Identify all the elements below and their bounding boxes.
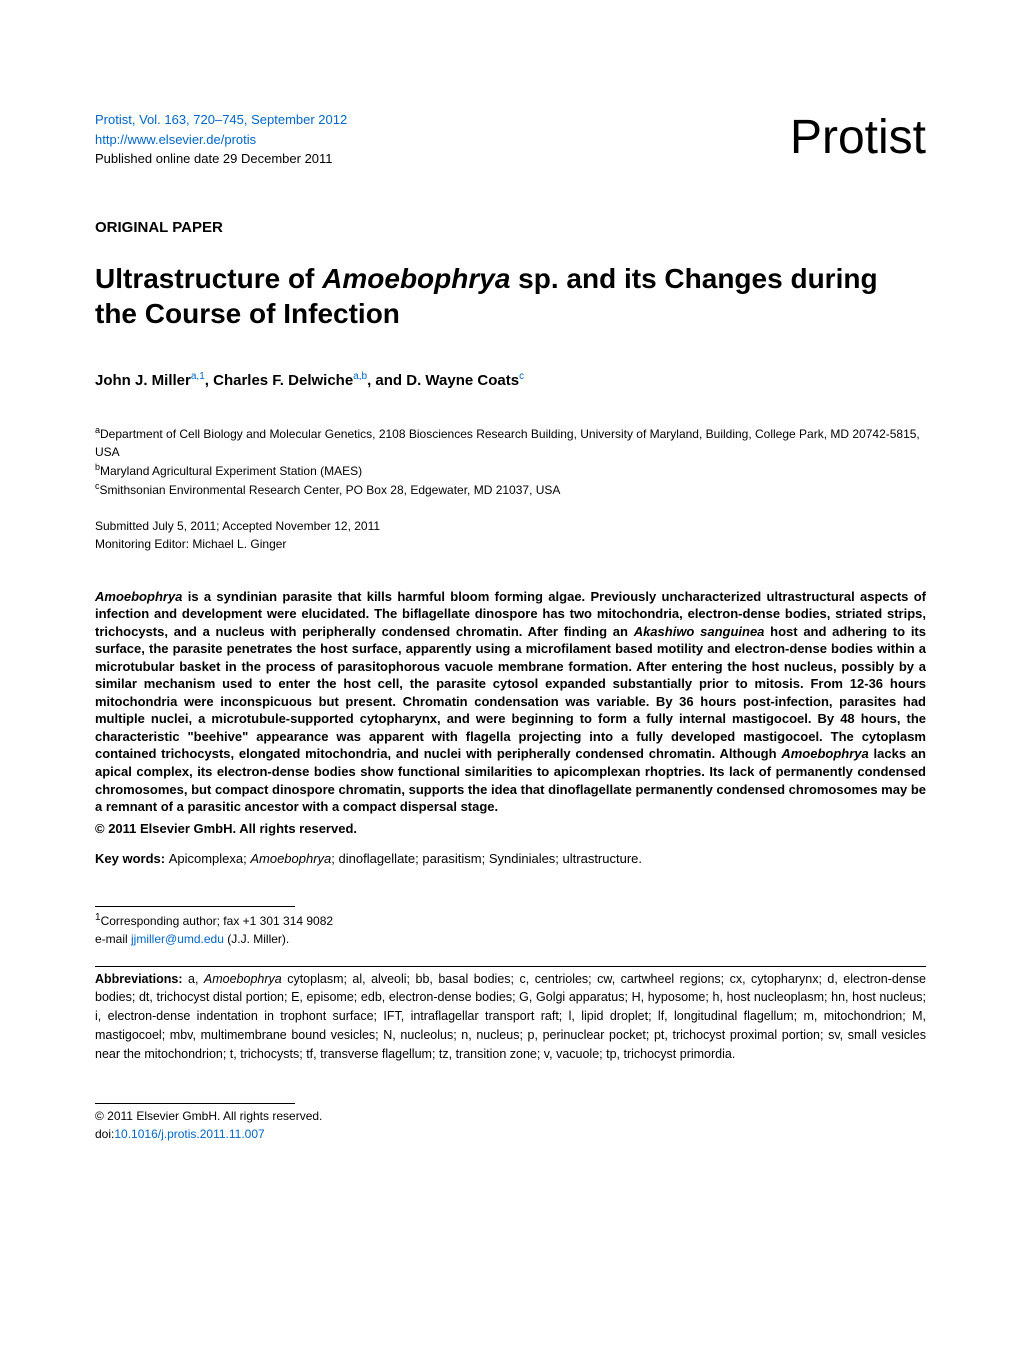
keywords-text1: Apicomplexa; (169, 851, 251, 866)
author-2-sup: a,b (353, 371, 367, 382)
author-sep1: , (205, 372, 213, 389)
paper-type: ORIGINAL PAPER (95, 219, 926, 236)
doi-prefix: doi: (95, 1127, 114, 1141)
corresponding-separator (95, 906, 295, 907)
header-left: Protist, Vol. 163, 720–745, September 20… (95, 110, 347, 169)
keywords-italic1: Amoebophrya (250, 851, 331, 866)
monitoring-editor: Monitoring Editor: Michael L. Ginger (95, 535, 926, 553)
journal-url[interactable]: http://www.elsevier.de/protis (95, 130, 347, 150)
affil-a-text: Department of Cell Biology and Molecular… (95, 427, 920, 459)
corresponding-author: 1Corresponding author; fax +1 301 314 90… (95, 910, 926, 948)
abbreviations-italic1: Amoebophrya (204, 972, 282, 986)
header-row: Protist, Vol. 163, 720–745, September 20… (95, 110, 926, 169)
article-title: Ultrastructure of Amoebophrya sp. and it… (95, 261, 926, 331)
affiliation-b: bMaryland Agricultural Experiment Statio… (95, 461, 926, 480)
authors: John J. Millera,1, Charles F. Delwichea,… (95, 371, 926, 389)
affiliation-a: aDepartment of Cell Biology and Molecula… (95, 424, 926, 461)
footer-doi: doi:10.1016/j.protis.2011.11.007 (95, 1125, 926, 1143)
abbreviations-separator (95, 966, 926, 967)
copyright-line: © 2011 Elsevier GmbH. All rights reserve… (95, 821, 926, 836)
affiliations: aDepartment of Cell Biology and Molecula… (95, 424, 926, 499)
affil-b-text: Maryland Agricultural Experiment Station… (100, 464, 362, 478)
email-suffix: (J.J. Miller). (224, 932, 289, 946)
author-1-name: John J. Miller (95, 372, 191, 389)
author-3-name: D. Wayne Coats (406, 372, 519, 389)
corresponding-text1: Corresponding author; fax +1 301 314 908… (101, 914, 334, 928)
abstract-italic2: Akashiwo sanguinea (634, 624, 765, 639)
email-prefix: e-mail (95, 932, 131, 946)
abstract-italic3: Amoebophrya (781, 746, 868, 761)
submitted-accepted: Submitted July 5, 2011; Accepted Novembe… (95, 517, 926, 535)
footer-separator (95, 1103, 295, 1104)
title-part1: Ultrastructure of (95, 263, 322, 294)
abbreviations-text1: a, (188, 972, 204, 986)
corresponding-line2: e-mail jjmiller@umd.edu (J.J. Miller). (95, 930, 926, 948)
affil-c-text: Smithsonian Environmental Research Cente… (100, 483, 561, 497)
title-italic: Amoebophrya (322, 263, 510, 294)
author-3-sup: c (519, 371, 524, 382)
abstract: Amoebophrya is a syndinian parasite that… (95, 588, 926, 816)
published-date: Published online date 29 December 2011 (95, 149, 347, 169)
abbreviations-label: Abbreviations: (95, 972, 188, 986)
corresponding-line1: 1Corresponding author; fax +1 301 314 90… (95, 910, 926, 930)
footer: © 2011 Elsevier GmbH. All rights reserve… (95, 1107, 926, 1143)
affiliation-c: cSmithsonian Environmental Research Cent… (95, 480, 926, 499)
journal-citation: Protist, Vol. 163, 720–745, September 20… (95, 110, 347, 130)
author-sep2: , and (367, 372, 406, 389)
abbreviations: Abbreviations: a, Amoebophrya cytoplasm;… (95, 970, 926, 1064)
footer-copyright: © 2011 Elsevier GmbH. All rights reserve… (95, 1107, 926, 1125)
abstract-italic1: Amoebophrya (95, 589, 182, 604)
keywords: Key words: Apicomplexa; Amoebophrya; din… (95, 851, 926, 866)
submission-dates: Submitted July 5, 2011; Accepted Novembe… (95, 517, 926, 553)
author-1-sup: a,1 (191, 371, 205, 382)
corresponding-email[interactable]: jjmiller@umd.edu (131, 932, 224, 946)
abstract-text2: host and adhering to its surface, the pa… (95, 624, 926, 762)
author-2-name: Charles F. Delwiche (213, 372, 353, 389)
journal-logo: Protist (790, 110, 926, 165)
keywords-text2: ; dinoflagellate; parasitism; Syndiniale… (331, 851, 642, 866)
doi-link[interactable]: 10.1016/j.protis.2011.11.007 (114, 1127, 264, 1141)
keywords-label: Key words: (95, 851, 169, 866)
